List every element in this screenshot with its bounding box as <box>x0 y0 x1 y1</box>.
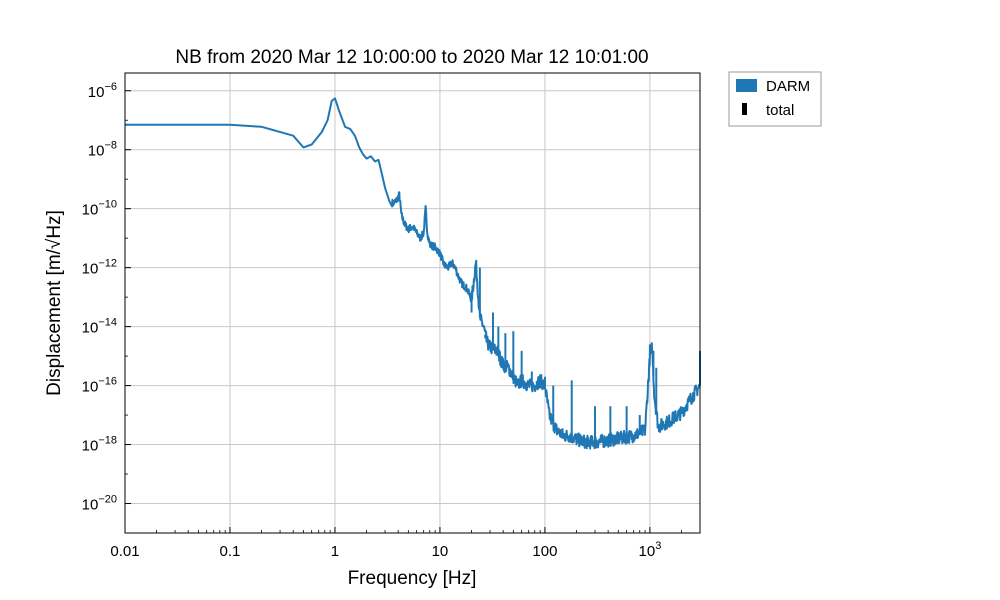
y-tick-label: 10−10 <box>82 199 117 219</box>
y-tick-label: 10−14 <box>82 317 117 337</box>
x-tick-label: 1 <box>331 543 339 560</box>
x-tick-label: 10 <box>432 543 449 560</box>
grid-lines <box>124 73 700 533</box>
plot-area <box>125 97 701 450</box>
y-axis-label: Displacement [m/√Hz] <box>44 210 65 396</box>
legend-total-swatch <box>742 103 747 115</box>
legend-total-label: total <box>766 102 794 119</box>
y-axis-ticks: 10−6 10−8 10−10 10−12 10−14 10−16 10−18 10−20 <box>82 81 131 534</box>
x-tick-label: 100 <box>532 543 557 560</box>
y-tick-label: 10−18 <box>82 435 117 455</box>
x-tick-label: 0.1 <box>220 543 241 560</box>
legend-darm-label: DARM <box>766 78 810 95</box>
series-line-darm <box>125 97 701 450</box>
x-tick-label: 0.01 <box>110 543 139 560</box>
y-tick-label: 10−20 <box>82 494 117 514</box>
x-axis-label: Frequency [Hz] <box>348 568 477 589</box>
x-axis-ticks: 0.01 0.1 1 10 100 103 <box>110 527 701 560</box>
y-tick-label: 10−8 <box>88 140 117 160</box>
axes-frame <box>124 72 701 534</box>
legend-darm-swatch <box>736 79 757 92</box>
chart-title: NB from 2020 Mar 12 10:00:00 to 2020 Mar… <box>175 47 648 68</box>
x-tick-label: 103 <box>639 540 662 560</box>
legend: DARM total <box>728 71 822 127</box>
y-tick-label: 10−12 <box>82 258 117 278</box>
y-tick-label: 10−16 <box>82 376 117 396</box>
y-tick-label: 10−6 <box>88 81 117 101</box>
